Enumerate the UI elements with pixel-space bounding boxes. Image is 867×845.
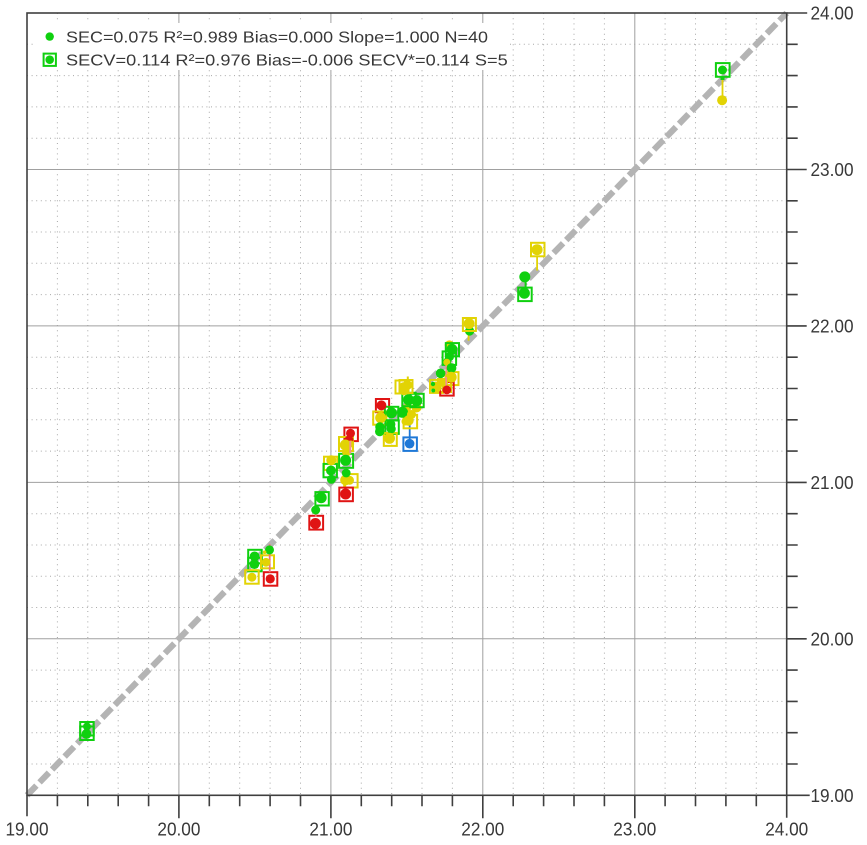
svg-text:24.00: 24.00 [765,819,808,839]
svg-text:23.00: 23.00 [613,819,656,839]
svg-text:22.00: 22.00 [811,316,854,336]
svg-text:19.00: 19.00 [6,819,49,839]
svg-text:SEC=0.075 R²=0.989 Bias=0.000: SEC=0.075 R²=0.989 Bias=0.000 Slope=1.00… [66,29,488,46]
svg-text:24.00: 24.00 [811,4,854,24]
svg-text:22.00: 22.00 [461,819,504,839]
svg-text:SECV=0.114 R²=0.976 Bias=-0.00: SECV=0.114 R²=0.976 Bias=-0.006 SECV*=0.… [66,52,508,69]
svg-text:19.00: 19.00 [811,786,854,806]
svg-text:20.00: 20.00 [811,629,854,649]
svg-text:21.00: 21.00 [811,473,854,493]
svg-text:20.00: 20.00 [157,819,200,839]
svg-text:23.00: 23.00 [811,160,854,180]
svg-text:21.00: 21.00 [309,819,352,839]
